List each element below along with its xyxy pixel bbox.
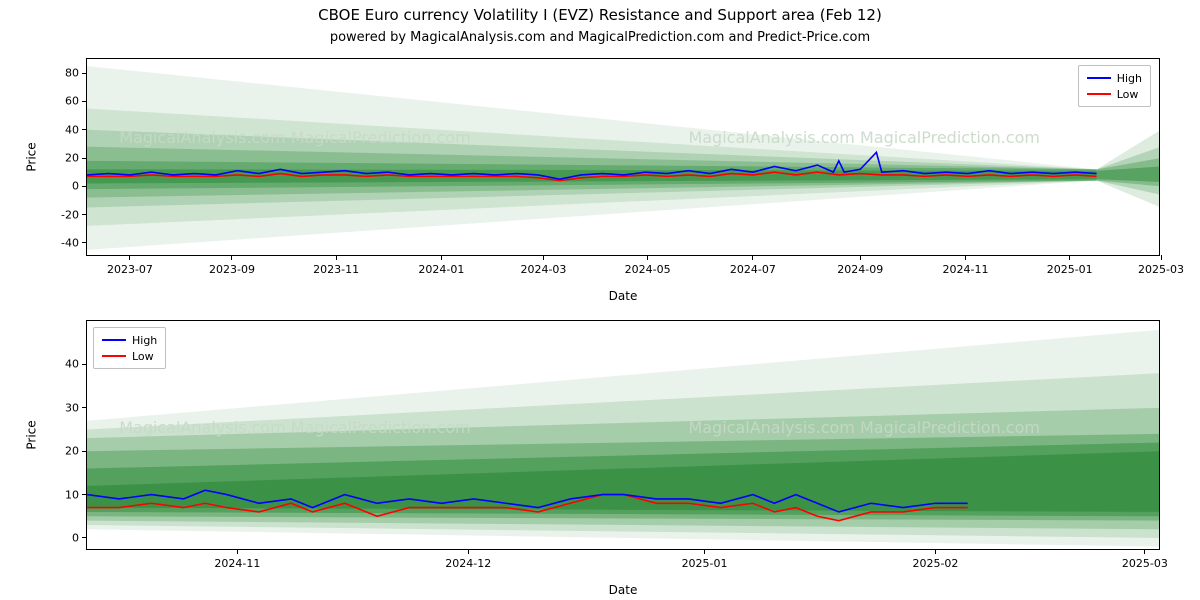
xtick-mark bbox=[1161, 255, 1162, 260]
xtick-label: 2024-05 bbox=[625, 263, 671, 276]
xtick-label: 2025-01 bbox=[682, 557, 728, 570]
xtick-mark bbox=[336, 255, 337, 260]
xtick-mark bbox=[543, 255, 544, 260]
ytick-label: 30 bbox=[39, 401, 79, 414]
xtick-label: 2024-07 bbox=[730, 263, 776, 276]
xtick-label: 2025-03 bbox=[1138, 263, 1184, 276]
legend-label: Low bbox=[1117, 88, 1139, 101]
legend-top: High Low bbox=[1078, 65, 1151, 107]
ytick-mark bbox=[82, 364, 87, 365]
xtick-label: 2025-02 bbox=[912, 557, 958, 570]
legend-label: High bbox=[132, 334, 157, 347]
legend-label: Low bbox=[132, 350, 154, 363]
xtick-mark bbox=[752, 255, 753, 260]
ytick-label: -20 bbox=[39, 208, 79, 221]
ytick-label: -40 bbox=[39, 236, 79, 249]
xtick-label: 2024-01 bbox=[418, 263, 464, 276]
ytick-mark bbox=[82, 158, 87, 159]
ytick-mark bbox=[82, 451, 87, 452]
xtick-mark bbox=[1069, 255, 1070, 260]
ytick-mark bbox=[82, 73, 87, 74]
legend-swatch bbox=[1087, 77, 1111, 79]
ytick-mark bbox=[82, 494, 87, 495]
legend-bottom: High Low bbox=[93, 327, 166, 369]
xtick-mark bbox=[704, 549, 705, 554]
ytick-mark bbox=[82, 214, 87, 215]
legend-item: Low bbox=[102, 348, 157, 364]
xtick-label: 2024-03 bbox=[520, 263, 566, 276]
chart-bottom-plot: MagicalAnalysis.com MagicalPrediction.co… bbox=[87, 321, 1159, 549]
xtick-mark bbox=[935, 549, 936, 554]
legend-swatch bbox=[1087, 93, 1111, 95]
ytick-mark bbox=[82, 101, 87, 102]
chart-bottom-lines bbox=[87, 321, 1159, 549]
xtick-mark bbox=[1144, 549, 1145, 554]
ytick-label: 20 bbox=[39, 152, 79, 165]
xtick-label: 2024-11 bbox=[943, 263, 989, 276]
series-high-line bbox=[87, 490, 968, 512]
xtick-label: 2024-12 bbox=[445, 557, 491, 570]
ytick-label: 40 bbox=[39, 123, 79, 136]
ytick-label: 40 bbox=[39, 358, 79, 371]
chart-top-frame: MagicalAnalysis.com MagicalPrediction.co… bbox=[86, 58, 1160, 256]
xtick-label: 2024-11 bbox=[214, 557, 260, 570]
ytick-label: 80 bbox=[39, 67, 79, 80]
xtick-label: 2024-09 bbox=[837, 263, 883, 276]
legend-item: High bbox=[102, 332, 157, 348]
series-low-line bbox=[87, 172, 1097, 180]
xtick-mark bbox=[237, 549, 238, 554]
chart-top-plot: MagicalAnalysis.com MagicalPrediction.co… bbox=[87, 59, 1159, 255]
ytick-mark bbox=[82, 186, 87, 187]
xtick-label: 2025-03 bbox=[1122, 557, 1168, 570]
xtick-label: 2023-09 bbox=[209, 263, 255, 276]
xtick-mark bbox=[965, 255, 966, 260]
legend-swatch bbox=[102, 355, 126, 357]
ylabel-bottom: Price bbox=[25, 420, 39, 449]
xlabel-top: Date bbox=[609, 289, 638, 303]
chart-bottom-frame: MagicalAnalysis.com MagicalPrediction.co… bbox=[86, 320, 1160, 550]
legend-label: High bbox=[1117, 72, 1142, 85]
xtick-mark bbox=[860, 255, 861, 260]
chart-top-lines bbox=[87, 59, 1159, 255]
ylabel-top: Price bbox=[25, 142, 39, 171]
ytick-label: 20 bbox=[39, 445, 79, 458]
xtick-label: 2025-01 bbox=[1047, 263, 1093, 276]
xtick-mark bbox=[129, 255, 130, 260]
legend-swatch bbox=[102, 339, 126, 341]
ytick-mark bbox=[82, 242, 87, 243]
ytick-label: 0 bbox=[39, 180, 79, 193]
ytick-label: 60 bbox=[39, 95, 79, 108]
xtick-mark bbox=[441, 255, 442, 260]
legend-item: High bbox=[1087, 70, 1142, 86]
xtick-label: 2023-11 bbox=[313, 263, 359, 276]
ytick-label: 10 bbox=[39, 488, 79, 501]
xtick-mark bbox=[468, 549, 469, 554]
ytick-mark bbox=[82, 537, 87, 538]
xlabel-bottom: Date bbox=[609, 583, 638, 597]
chart-subtitle: powered by MagicalAnalysis.com and Magic… bbox=[0, 30, 1200, 45]
xtick-label: 2023-07 bbox=[107, 263, 153, 276]
ytick-mark bbox=[82, 407, 87, 408]
chart-title: CBOE Euro currency Volatility I (EVZ) Re… bbox=[0, 6, 1200, 24]
legend-item: Low bbox=[1087, 86, 1142, 102]
page-root: CBOE Euro currency Volatility I (EVZ) Re… bbox=[0, 0, 1200, 600]
ytick-label: 0 bbox=[39, 531, 79, 544]
series-low-line bbox=[87, 495, 968, 521]
xtick-mark bbox=[647, 255, 648, 260]
xtick-mark bbox=[231, 255, 232, 260]
ytick-mark bbox=[82, 129, 87, 130]
